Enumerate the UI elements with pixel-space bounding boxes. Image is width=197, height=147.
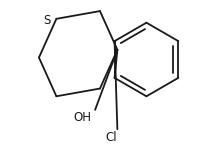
Text: OH: OH <box>73 111 92 124</box>
Text: Cl: Cl <box>106 131 117 144</box>
Text: S: S <box>43 14 50 27</box>
